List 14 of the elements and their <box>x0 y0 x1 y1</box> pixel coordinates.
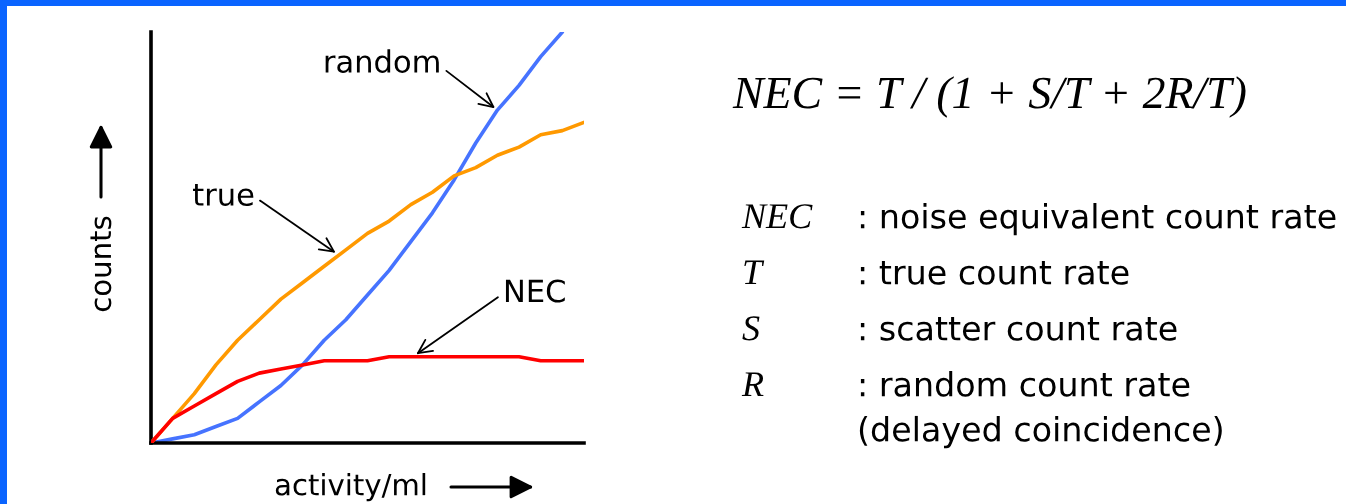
text: NEC = T / (1 + S/T + 2R/T) <box>732 76 1246 118</box>
series-label: NEC <box>505 279 565 303</box>
text: random <box>325 49 439 73</box>
text: : noise equivalent count rate <box>860 203 1336 236</box>
text: : scatter count rate <box>860 316 1177 341</box>
text: true <box>193 184 254 206</box>
text: NEC <box>741 204 813 229</box>
x-axis-title: activity/ml <box>275 473 426 502</box>
text: : true count rate <box>860 260 1129 285</box>
y-axis-title: counts <box>90 216 112 312</box>
text: S <box>742 316 760 341</box>
text: R <box>741 372 764 397</box>
text: T <box>744 260 765 285</box>
text: : random count rate (delayed coincidence) <box>859 371 1222 449</box>
